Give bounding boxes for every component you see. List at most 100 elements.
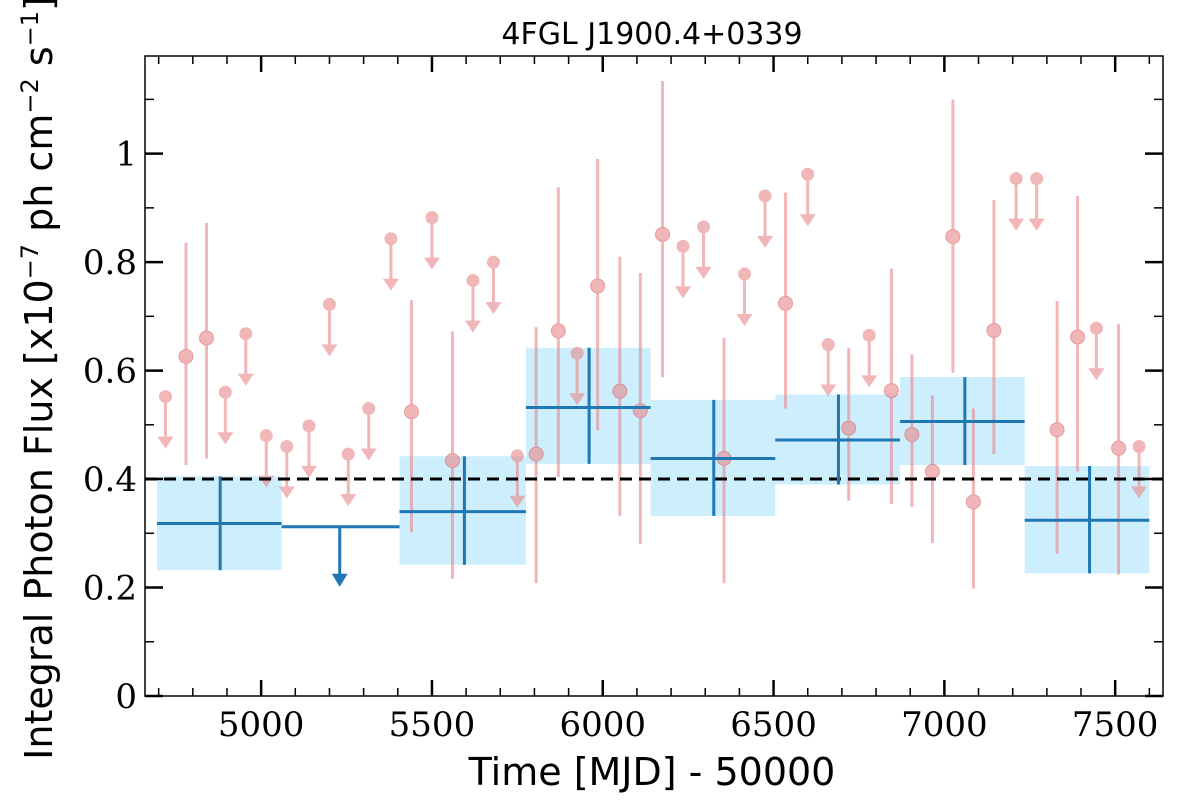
y-tick-label-4: 0.8 xyxy=(83,243,137,283)
y-tick-label-2: 0.4 xyxy=(83,460,137,500)
short-bin-ul-marker-42 xyxy=(1030,172,1044,186)
short-bin-ul-marker-13 xyxy=(425,211,439,225)
short-bin-ul-marker-26 xyxy=(697,220,711,234)
short-bin-ul-arrow-4 xyxy=(237,373,254,386)
short-bin-46 xyxy=(1111,323,1127,575)
short-bin-ul-arrow-7 xyxy=(300,465,317,478)
y-axis-label-suffix: ] xyxy=(17,0,61,11)
short-bin-22 xyxy=(612,256,628,516)
short-bin-point-30 xyxy=(778,295,794,311)
x-tick-label-3: 6500 xyxy=(730,705,817,745)
short-bin-point-23 xyxy=(632,403,648,419)
y-tick-label-1: 0.2 xyxy=(83,569,137,609)
short-bin-point-24 xyxy=(655,226,671,242)
short-bin-ul-marker-29 xyxy=(758,189,772,203)
short-bin-ul-marker-4 xyxy=(239,327,253,341)
short-bin-ul-arrow-15 xyxy=(464,320,481,333)
short-bin-40 xyxy=(986,200,1002,455)
short-bin-ul-arrow-29 xyxy=(757,235,774,248)
short-bin-ul-arrow-28 xyxy=(736,314,753,327)
short-bin-27 xyxy=(716,338,732,584)
short-bin-19 xyxy=(550,187,566,477)
y-axis-label-exp1: −7 xyxy=(16,244,44,279)
short-bin-3 xyxy=(217,385,234,445)
plot-frame xyxy=(144,55,1164,697)
short-bin-39 xyxy=(965,408,981,589)
short-bin-point-37 xyxy=(924,463,940,479)
long-bin-2 xyxy=(399,456,526,565)
chart-title: 4FGL J1900.4+0339 xyxy=(501,17,802,52)
short-bin-ul-arrow-20 xyxy=(569,393,586,406)
y-axis-label-prefix: Integral Photon Flux [x10 xyxy=(17,279,61,760)
axes: 5000 5500 6000 6500 7000 7500 0 0.2 0.4 0.6 0.8 1 xyxy=(83,55,1164,745)
short-bin-21 xyxy=(590,159,606,431)
short-bin-13 xyxy=(423,211,440,270)
short-bin-point-21 xyxy=(590,278,606,294)
long-bin-3 xyxy=(525,347,651,464)
short-bin-ul-marker-20 xyxy=(570,346,584,360)
short-bin-ul-marker-34 xyxy=(862,328,876,342)
short-bin-30 xyxy=(778,192,794,409)
long-bin-ul-arrow-1 xyxy=(331,573,348,587)
short-bin-point-40 xyxy=(986,322,1002,338)
short-bin-ul-arrow-42 xyxy=(1028,218,1045,231)
short-bin-41 xyxy=(1008,172,1025,231)
short-bin-ul-arrow-11 xyxy=(382,278,399,291)
short-bin-point-2 xyxy=(198,330,214,346)
short-bin-43 xyxy=(1049,301,1065,554)
short-bin-point-19 xyxy=(550,323,566,339)
short-bin-ul-marker-15 xyxy=(466,274,480,288)
short-bin-ul-arrow-10 xyxy=(360,448,377,461)
short-bin-1 xyxy=(178,242,194,465)
y-axis-label: Integral Photon Flux [x10−7 ph cm−2 s−1] xyxy=(16,0,61,760)
short-bin-36 xyxy=(904,354,920,508)
short-bin-14 xyxy=(444,331,460,579)
short-bin-ul-arrow-8 xyxy=(321,344,338,357)
short-bin-18 xyxy=(528,327,544,584)
short-bin-16 xyxy=(485,255,502,315)
short-bin-10 xyxy=(360,402,377,461)
short-bin-ul-marker-7 xyxy=(302,419,316,433)
short-bin-points xyxy=(157,80,1148,589)
short-bin-ul-arrow-32 xyxy=(820,384,837,397)
x-tick-label-4: 7000 xyxy=(901,705,988,745)
y-tick-label-3: 0.6 xyxy=(83,352,137,392)
short-bin-ul-arrow-41 xyxy=(1008,218,1025,231)
y-axis-label-mid: ph cm xyxy=(17,114,61,244)
short-bin-7 xyxy=(300,419,317,478)
short-bin-ul-marker-6 xyxy=(280,440,294,454)
short-bin-ul-marker-16 xyxy=(486,255,500,269)
short-bin-ul-arrow-9 xyxy=(340,494,357,507)
short-bin-ul-marker-47 xyxy=(1132,440,1146,454)
short-bin-20 xyxy=(569,346,586,406)
short-bin-ul-arrow-17 xyxy=(509,495,526,508)
short-bin-4 xyxy=(237,327,254,386)
short-bin-ul-arrow-13 xyxy=(423,257,440,270)
short-bin-ul-arrow-31 xyxy=(799,214,816,227)
short-bin-ul-marker-45 xyxy=(1089,321,1103,335)
short-bin-ul-marker-10 xyxy=(362,402,376,416)
short-bin-point-36 xyxy=(904,427,920,443)
y-axis-label-exp3: −1 xyxy=(16,11,44,46)
short-bin-12 xyxy=(403,300,419,533)
short-bin-ul-arrow-6 xyxy=(278,486,295,499)
short-bin-ul-arrow-26 xyxy=(695,266,712,279)
short-bin-ul-marker-9 xyxy=(341,447,355,461)
short-bin-ul-arrow-0 xyxy=(157,436,174,449)
short-bin-ul-marker-31 xyxy=(801,167,815,181)
short-bin-ul-arrow-16 xyxy=(485,302,502,315)
short-bin-ul-marker-41 xyxy=(1009,172,1023,186)
short-bin-point-22 xyxy=(612,383,628,399)
short-bin-ul-marker-32 xyxy=(821,338,835,352)
short-bin-8 xyxy=(321,297,338,357)
short-bin-point-39 xyxy=(965,494,981,510)
short-bin-ul-marker-3 xyxy=(218,385,232,399)
x-tick-label-5: 7500 xyxy=(1072,705,1159,745)
short-bin-9 xyxy=(340,447,357,507)
short-bin-ul-arrow-45 xyxy=(1088,368,1105,381)
short-bin-28 xyxy=(736,267,753,327)
short-bin-ul-marker-28 xyxy=(738,267,752,281)
y-tick-label-0: 0 xyxy=(115,677,137,717)
short-bin-ul-arrow-34 xyxy=(861,375,878,388)
short-bin-point-35 xyxy=(883,383,899,399)
